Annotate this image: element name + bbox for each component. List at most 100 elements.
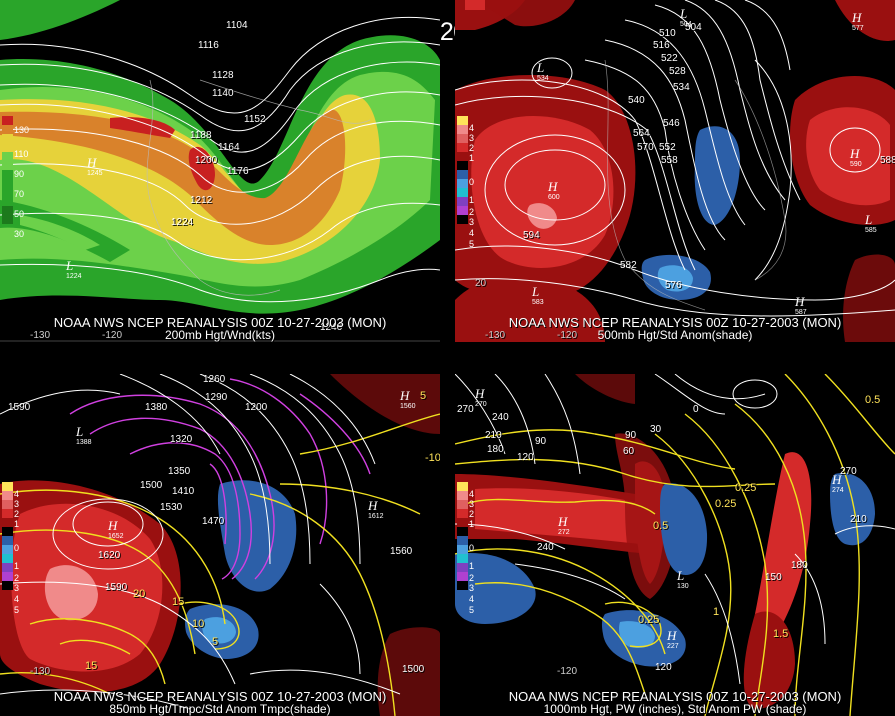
- contour-label: 1212: [190, 195, 213, 206]
- contour-label: 1260: [203, 374, 226, 385]
- contour-label: 1164: [218, 142, 240, 153]
- contour-label: 1104: [226, 20, 248, 31]
- panel-caption-source: NOAA NWS NCEP REANALYSIS 00Z 10-27-2003 …: [53, 689, 387, 704]
- temp-label: 10: [192, 618, 205, 630]
- contour-label: 570: [637, 142, 654, 153]
- contour-label: 240: [537, 542, 554, 553]
- temp-label: -10: [425, 452, 440, 464]
- contour-label: 180: [791, 560, 808, 571]
- panel-caption-source: NOAA NWS NCEP REANALYSIS 00Z 10-27-2003 …: [53, 315, 387, 330]
- contour-label: 1188: [190, 130, 212, 141]
- map-200mb: [0, 0, 440, 342]
- map-500mb: [455, 0, 895, 342]
- contour-label: 576: [665, 280, 682, 291]
- contour-label: 210: [850, 514, 867, 525]
- high-center: H 1652: [108, 518, 124, 540]
- panel-850mb[interactable]: 4 3 2 1 0 1 2 3 4 5 1590 1380 1260 1290 …: [0, 374, 440, 716]
- contour-label: 120: [517, 452, 534, 463]
- pw-label: 1.5: [773, 628, 789, 640]
- lon-label: -130: [30, 330, 51, 341]
- contour-label: 1380: [145, 402, 168, 413]
- contour-label: 1290: [205, 392, 228, 403]
- panel-caption-field: 200mb Hgt/Wnd(kts): [164, 328, 276, 342]
- low-center: L 1224: [66, 258, 82, 280]
- contour-label: 1530: [160, 502, 183, 513]
- map-850mb: [0, 374, 440, 716]
- contour-label: 270: [457, 404, 474, 415]
- high-center: H 274: [832, 472, 844, 494]
- contour-label: 1224: [171, 217, 194, 228]
- contour-label: 534: [673, 82, 690, 93]
- contour-label: 1200: [195, 155, 218, 166]
- pw-label: 0.25: [638, 614, 660, 626]
- legend-500mb: 4 3 2 1 0 1 2 3 4 5: [457, 116, 474, 249]
- panel-200mb[interactable]: 130 110 90 70 50 30 1104 1116 1128 1140 …: [0, 0, 440, 342]
- contour-label: 546: [663, 118, 680, 129]
- contour-label: 582: [620, 260, 637, 271]
- contour-label: 588: [880, 155, 895, 166]
- contour-label: 1128: [212, 70, 234, 81]
- map-1000mb: [455, 374, 895, 716]
- contour-label: 1176: [227, 166, 249, 177]
- low-center: L 583: [532, 284, 544, 306]
- lon-label: -130: [485, 330, 506, 341]
- contour-label: 1246: [320, 322, 343, 333]
- lon-label: -120: [557, 330, 578, 341]
- contour-label: 1116: [198, 40, 219, 51]
- legend-850mb: 4 3 2 1 0 1 2 3 4 5: [2, 482, 19, 615]
- high-center: H 272: [558, 514, 570, 536]
- contour-label: 1560: [390, 546, 413, 557]
- high-center: H 1612: [368, 498, 384, 520]
- contour-label: 30: [650, 424, 662, 435]
- contour-label: 1320: [170, 434, 193, 445]
- temp-label: 15: [85, 660, 98, 672]
- contour-label: 522: [661, 53, 678, 64]
- legend-1000mb: 4 3 2 1 0 1 2 3 4 5: [457, 482, 474, 615]
- contour-label: 210: [485, 430, 502, 441]
- panel-1000mb[interactable]: 4 3 2 1 0 1 2 3 4 5 270 240 210 180 90 6…: [455, 374, 895, 716]
- contour-label: 552: [659, 142, 676, 153]
- contour-label: 558: [661, 155, 678, 166]
- legend-200mb: 130 110 90 70 50 30: [2, 116, 29, 239]
- low-center: L 130: [677, 568, 689, 590]
- high-center: H 587: [795, 294, 807, 316]
- panel-500mb[interactable]: 4 3 2 1 0 1 2 3 4 5 504 510 516 522 528 …: [455, 0, 895, 342]
- high-center: H 1560: [400, 388, 416, 410]
- contour-label: 1350: [168, 466, 191, 477]
- low-center: L 1388: [76, 424, 92, 446]
- contour-label: 1590: [105, 582, 128, 593]
- contour-label: 504: [685, 22, 702, 33]
- contour-label: 1590: [8, 402, 31, 413]
- contour-label: 516: [653, 40, 670, 51]
- contour-label: 528: [669, 66, 686, 77]
- high-center: H 227: [667, 628, 679, 650]
- contour-label: 270: [840, 466, 857, 477]
- contour-label: 60: [623, 446, 635, 457]
- contour-label: 1620: [98, 550, 121, 561]
- contour-label: 120: [655, 662, 672, 673]
- lon-label: -130: [30, 666, 51, 677]
- low-center: L 585: [865, 212, 877, 234]
- panel-caption-field: 1000mb Hgt, PW (inches), Std Anom PW (sh…: [543, 702, 807, 716]
- panel-caption-field: 500mb Hgt/Std Anom(shade): [597, 328, 753, 342]
- temp-label: 5: [420, 390, 427, 402]
- lon-label: -120: [557, 666, 578, 677]
- contour-label: 90: [535, 436, 547, 447]
- high-center: H 600: [548, 179, 560, 201]
- pw-label: 0.25: [715, 498, 737, 510]
- contour-label: 20: [475, 278, 487, 289]
- contour-label: 594: [523, 230, 540, 241]
- panel-caption-source: NOAA NWS NCEP REANALYSIS 00Z 10-27-2003 …: [508, 689, 842, 704]
- contour-label: 1500: [402, 664, 425, 675]
- contour-label: 1500: [140, 480, 163, 491]
- pw-label: 0.25: [735, 482, 757, 494]
- pw-label: 0.5: [653, 520, 669, 532]
- contour-label: 1152: [244, 114, 266, 125]
- pw-label: 1: [713, 606, 720, 618]
- contour-label: 240: [492, 412, 509, 423]
- high-center: H 1245: [87, 155, 103, 177]
- high-center: H 590: [850, 146, 862, 168]
- pw-label: 0.5: [865, 394, 881, 406]
- temp-label: 15: [172, 596, 185, 608]
- contour-label: 1470: [202, 516, 225, 527]
